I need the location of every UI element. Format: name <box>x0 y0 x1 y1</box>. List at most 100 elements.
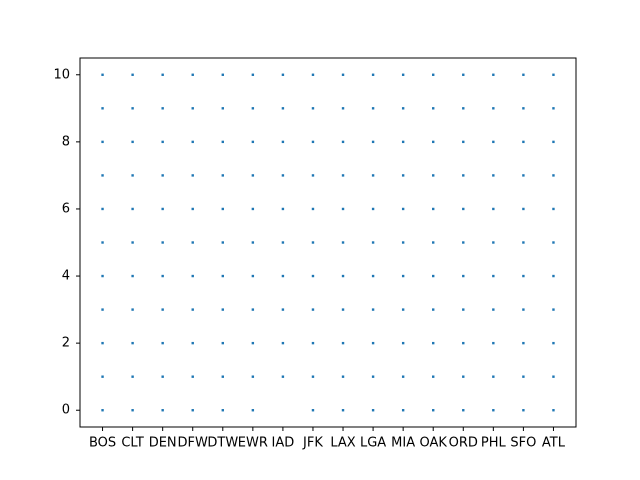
point <box>191 409 194 412</box>
point <box>492 308 495 311</box>
point <box>101 174 104 177</box>
point <box>311 308 315 311</box>
x-tick-label: PHL <box>481 436 507 451</box>
point <box>311 207 315 211</box>
point <box>552 409 555 412</box>
point <box>131 375 134 378</box>
point <box>251 274 255 278</box>
x-tick-label: CLT <box>121 436 144 451</box>
point <box>311 274 315 278</box>
point <box>371 375 375 378</box>
point <box>492 107 495 110</box>
point <box>161 73 164 76</box>
point <box>462 375 465 378</box>
point <box>522 107 525 110</box>
point <box>131 341 134 345</box>
point <box>251 207 255 211</box>
point <box>371 308 375 311</box>
point <box>191 174 194 177</box>
point <box>522 274 525 278</box>
point <box>311 140 315 144</box>
x-tick-label: DEN <box>149 436 177 451</box>
y-tick-label: 6 <box>62 201 70 216</box>
point <box>311 341 315 345</box>
point <box>522 341 525 345</box>
point <box>371 73 375 76</box>
point <box>281 274 285 278</box>
point <box>251 73 255 76</box>
point <box>311 174 315 177</box>
point <box>371 140 375 144</box>
x-tick-label: MIA <box>391 436 415 451</box>
point <box>432 241 435 244</box>
x-tick-label: OAK <box>420 436 448 451</box>
point <box>221 308 224 311</box>
point <box>101 73 104 76</box>
point <box>432 73 435 76</box>
point <box>281 73 285 76</box>
point <box>161 241 164 244</box>
point <box>492 73 495 76</box>
point <box>462 207 465 211</box>
point <box>462 241 465 244</box>
point <box>221 274 224 278</box>
point <box>131 174 134 177</box>
point <box>161 207 164 211</box>
point <box>191 341 194 345</box>
point <box>552 375 555 378</box>
point <box>492 207 495 211</box>
point <box>371 241 375 244</box>
point <box>221 375 224 378</box>
x-tick-label: ATL <box>542 436 566 451</box>
point <box>101 409 104 412</box>
point <box>161 274 164 278</box>
point <box>251 174 255 177</box>
point <box>131 73 134 76</box>
point <box>552 174 555 177</box>
point <box>251 140 255 144</box>
point <box>251 409 255 412</box>
point <box>341 140 345 144</box>
point <box>401 207 405 211</box>
point <box>221 73 224 76</box>
point <box>221 207 224 211</box>
x-tick-label: SFO <box>510 436 536 451</box>
point <box>281 174 285 177</box>
point <box>522 73 525 76</box>
point <box>371 274 375 278</box>
point <box>281 375 285 378</box>
point <box>131 140 134 144</box>
point <box>522 140 525 144</box>
point <box>101 375 104 378</box>
point <box>432 174 435 177</box>
point <box>131 409 134 412</box>
point <box>101 140 104 144</box>
point <box>161 174 164 177</box>
point <box>161 308 164 311</box>
point <box>341 409 345 412</box>
point <box>131 241 134 244</box>
point <box>341 274 345 278</box>
point <box>432 107 435 110</box>
y-tick-label: 10 <box>53 67 70 82</box>
point <box>191 140 194 144</box>
point <box>341 308 345 311</box>
point <box>101 207 104 211</box>
point <box>492 375 495 378</box>
point <box>371 207 375 211</box>
point <box>552 341 555 345</box>
point <box>462 140 465 144</box>
point <box>522 375 525 378</box>
point <box>401 308 405 311</box>
point <box>401 107 405 110</box>
point <box>432 341 435 345</box>
point <box>522 409 525 412</box>
point <box>341 241 345 244</box>
point <box>131 207 134 211</box>
point <box>281 308 285 311</box>
point <box>161 140 164 144</box>
y-tick-label: 8 <box>62 134 70 149</box>
point <box>401 241 405 244</box>
point <box>191 375 194 378</box>
